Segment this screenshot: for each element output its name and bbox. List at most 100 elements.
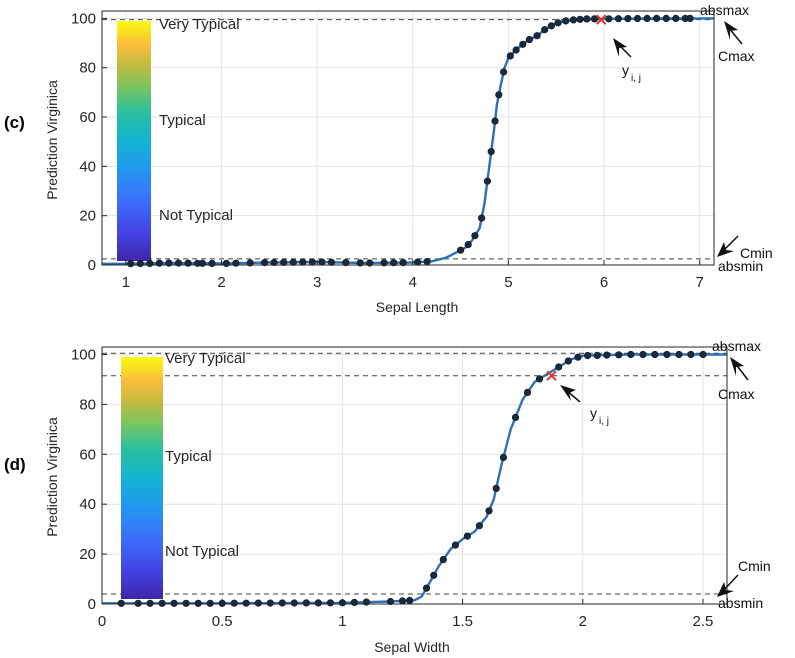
data-point	[451, 541, 460, 549]
data-point	[633, 14, 642, 23]
data-point	[198, 259, 206, 267]
data-point	[208, 259, 216, 268]
x-tick-label: 2	[217, 274, 225, 291]
data-point	[533, 32, 541, 40]
data-point	[414, 258, 422, 266]
data-point	[134, 599, 142, 607]
plot-frame	[101, 346, 728, 605]
data-point	[643, 14, 651, 22]
data-point	[127, 260, 135, 268]
data-point	[206, 599, 214, 607]
prediction-curve	[102, 17, 714, 265]
colorbar-label-typical: Typical	[159, 112, 206, 129]
data-point	[562, 17, 570, 25]
data-point	[651, 350, 659, 359]
data-point	[222, 259, 230, 268]
annotation-cmax: Cmax	[718, 48, 755, 64]
x-tick-label: 3	[313, 274, 321, 291]
data-point	[603, 351, 611, 359]
data-point	[184, 259, 192, 267]
y-tick-label: 0	[88, 257, 96, 274]
data-point	[422, 584, 431, 592]
data-point	[555, 363, 563, 371]
data-point	[687, 350, 695, 359]
data-point	[499, 453, 508, 462]
data-point	[485, 507, 493, 515]
data-point	[232, 259, 240, 267]
data-point	[574, 353, 582, 361]
data-point	[430, 571, 438, 579]
data-point	[254, 599, 262, 607]
data-point	[155, 259, 163, 267]
data-point	[541, 26, 549, 34]
y-axis-label: Prediction Virginica	[44, 80, 60, 200]
data-point	[342, 259, 350, 267]
colorbar-label-very-typical: Very Typical	[165, 350, 246, 367]
data-point	[627, 350, 635, 359]
data-point	[519, 40, 527, 48]
marked-point-stroke	[546, 370, 557, 381]
x-tick-label: 0.5	[212, 613, 233, 630]
x-tick-label: 5	[504, 274, 512, 291]
x-tick-label: 6	[600, 274, 608, 291]
data-point	[350, 598, 359, 607]
y-tick-label: 40	[79, 158, 96, 175]
prediction-curve	[102, 353, 727, 605]
arrow-icon	[717, 235, 739, 257]
annotation-cmin: Cmin	[740, 245, 773, 261]
y-tick-label: 40	[79, 496, 96, 513]
data-point	[399, 259, 407, 267]
colorbar	[121, 357, 163, 599]
data-point	[672, 14, 680, 22]
annotation-y-subscript: i, j	[631, 73, 641, 84]
data-point	[506, 52, 514, 60]
x-axis-label: Sepal Length	[376, 299, 459, 315]
x-ticks: 1 2 3 4 5 6 7	[122, 260, 704, 291]
data-point	[547, 22, 556, 30]
data-point	[146, 259, 154, 268]
x-axis-label: Sepal Width	[374, 639, 449, 655]
data-point	[569, 16, 578, 24]
annotation-y-subscript: i, j	[599, 416, 609, 427]
marked-point-stroke	[595, 14, 607, 25]
data-points	[117, 350, 707, 607]
data-point	[170, 599, 178, 607]
data-point	[471, 232, 479, 240]
data-point	[289, 258, 297, 266]
data-point	[492, 484, 500, 493]
colorbar-label-typical: Typical	[165, 448, 212, 465]
data-point	[242, 599, 250, 607]
y-axis-label: Prediction Virginica	[44, 417, 60, 537]
data-point	[583, 352, 592, 360]
data-point	[261, 259, 269, 267]
y-tick-label: 100	[71, 346, 96, 363]
data-point	[491, 117, 499, 125]
annotation-absmin: absmin	[718, 258, 763, 274]
data-point	[523, 388, 532, 397]
data-point	[554, 19, 562, 27]
y-tick-label: 0	[88, 596, 96, 613]
data-point	[593, 351, 601, 360]
data-point	[478, 214, 486, 222]
panel-label: (c)	[4, 113, 25, 132]
arrow-icon	[613, 38, 632, 58]
data-point	[525, 35, 534, 44]
data-point	[583, 15, 591, 23]
colorbar	[117, 21, 151, 261]
data-point	[576, 15, 584, 23]
y-tick-label: 20	[79, 208, 96, 225]
data-point	[512, 46, 520, 54]
reference-lines	[102, 19, 714, 260]
data-point	[495, 91, 503, 99]
data-point	[464, 241, 472, 249]
data-point	[406, 596, 414, 605]
data-point	[615, 351, 623, 359]
data-point	[463, 532, 472, 540]
colorbar-label-very-typical: Very Typical	[159, 16, 240, 33]
y-tick-label: 80	[79, 396, 96, 413]
data-point	[590, 15, 599, 23]
x-tick-label: 4	[409, 274, 417, 291]
annotation-y: yi, j	[622, 62, 641, 84]
data-point	[136, 259, 144, 268]
